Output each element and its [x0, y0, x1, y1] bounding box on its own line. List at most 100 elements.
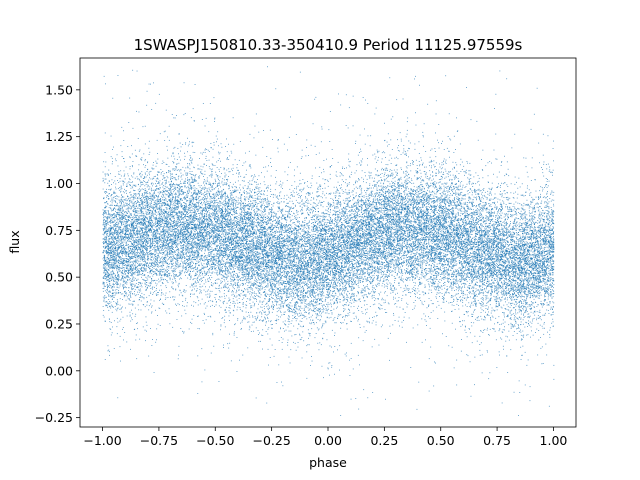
data-point — [333, 186, 335, 188]
data-point — [334, 192, 336, 194]
data-point — [153, 300, 155, 302]
data-point — [172, 168, 174, 170]
data-point — [535, 287, 537, 289]
data-point — [275, 247, 277, 248]
data-point — [532, 244, 533, 246]
data-point — [227, 268, 228, 270]
data-point — [104, 226, 105, 228]
data-point — [244, 197, 246, 199]
data-point — [257, 266, 259, 267]
data-point — [552, 279, 554, 281]
data-point — [405, 186, 407, 188]
data-point — [478, 257, 480, 259]
data-point — [378, 293, 380, 294]
data-point — [253, 284, 255, 286]
data-point — [430, 215, 432, 217]
data-point — [213, 144, 215, 146]
data-point — [396, 249, 397, 251]
data-point — [167, 204, 168, 206]
data-point — [491, 239, 493, 241]
data-point — [233, 273, 234, 275]
data-point — [411, 202, 413, 204]
data-point — [393, 241, 395, 243]
data-point — [293, 207, 295, 209]
data-point — [550, 246, 552, 248]
data-point — [260, 282, 262, 284]
data-point — [119, 320, 121, 322]
data-point — [153, 280, 155, 281]
data-point — [300, 261, 302, 263]
data-point — [464, 247, 466, 248]
data-point — [405, 243, 407, 245]
data-point — [517, 240, 519, 242]
data-point — [315, 259, 317, 261]
data-point — [199, 279, 200, 281]
data-point — [439, 181, 441, 183]
data-point — [167, 282, 169, 283]
data-point — [418, 239, 420, 241]
data-point — [316, 301, 318, 302]
data-point — [175, 254, 176, 255]
data-point — [208, 260, 210, 262]
data-point — [472, 313, 474, 315]
data-point — [348, 314, 350, 316]
data-point — [143, 217, 144, 219]
data-point — [336, 217, 338, 219]
data-point — [161, 269, 163, 270]
data-point — [215, 268, 216, 269]
data-point — [473, 176, 475, 178]
data-point — [130, 275, 132, 276]
data-point — [291, 262, 293, 264]
data-point — [181, 252, 183, 254]
data-point — [400, 202, 402, 204]
data-point — [348, 192, 350, 194]
data-point — [385, 285, 387, 287]
data-point — [473, 214, 475, 216]
data-point — [256, 198, 258, 199]
data-point — [451, 283, 452, 285]
data-point — [149, 271, 151, 273]
data-point — [402, 233, 403, 235]
data-point — [328, 255, 330, 256]
data-point — [362, 288, 364, 290]
data-point — [531, 293, 533, 295]
data-point — [526, 364, 528, 366]
data-point — [210, 232, 212, 234]
data-point — [492, 260, 494, 262]
data-point — [362, 271, 364, 272]
data-point — [462, 263, 463, 265]
data-point — [385, 241, 387, 243]
data-point — [459, 287, 461, 289]
data-point — [199, 199, 201, 201]
data-point — [426, 203, 428, 205]
data-point — [401, 274, 403, 276]
data-point — [243, 202, 245, 204]
data-point — [473, 268, 475, 269]
data-point — [286, 274, 288, 276]
data-point — [500, 259, 502, 261]
data-point — [434, 252, 436, 253]
data-point — [115, 278, 117, 280]
data-point — [205, 319, 207, 321]
data-point — [551, 278, 553, 280]
data-point — [141, 292, 143, 294]
data-point — [237, 255, 239, 257]
data-point — [509, 255, 511, 257]
data-point — [503, 304, 505, 306]
data-point — [370, 248, 372, 250]
data-point — [402, 273, 404, 274]
data-point — [296, 268, 298, 270]
data-point — [122, 306, 123, 308]
data-point — [147, 237, 148, 239]
data-point — [218, 191, 219, 192]
data-point — [501, 194, 503, 196]
data-point — [324, 240, 325, 242]
data-point — [399, 245, 401, 247]
data-point — [229, 255, 231, 256]
data-point — [106, 219, 108, 221]
data-point — [547, 199, 548, 201]
data-point — [410, 251, 412, 252]
data-point — [459, 164, 461, 166]
data-point — [109, 225, 111, 226]
data-point — [133, 252, 135, 254]
